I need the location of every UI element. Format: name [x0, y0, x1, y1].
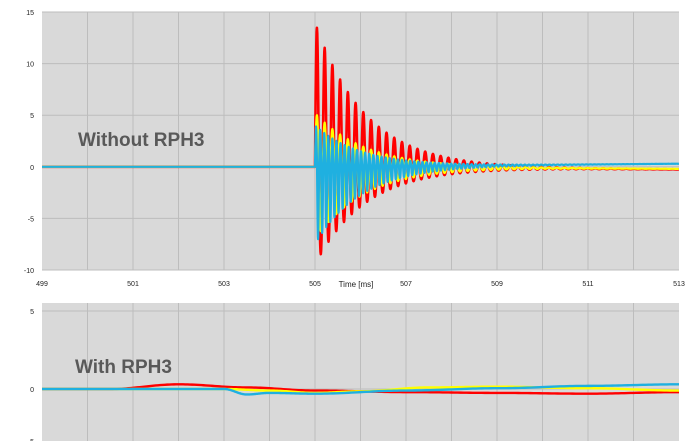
- x-tick-label: 509: [491, 281, 503, 288]
- series-line: [42, 383, 679, 396]
- x-axis-label: Time [ms]: [339, 280, 374, 289]
- y-tick-label: 0: [30, 387, 34, 394]
- series-group-top: [42, 26, 680, 256]
- x-tick-labels-top: 499 501 503 505 507 509 511 513: [36, 281, 685, 288]
- y-tick-label: -5: [28, 216, 34, 223]
- gridlines-top: [42, 11, 679, 271]
- y-tick-label: 0: [30, 165, 34, 172]
- x-tick-label: 507: [400, 281, 412, 288]
- x-tick-label: 511: [582, 281, 593, 288]
- y-tick-label: 5: [30, 113, 34, 120]
- series-group-bottom: [42, 383, 680, 396]
- x-tick-label: 501: [127, 281, 139, 288]
- chart-with-rph3: 505 With RPH3: [30, 303, 680, 446]
- series-line: [42, 125, 680, 241]
- y-tick-labels-top: 15 10 5 0 -5 -10: [24, 10, 34, 275]
- annotation-with-rph3: With RPH3: [75, 357, 172, 378]
- x-tick-label: 513: [673, 281, 685, 288]
- annotation-without-rph3: Without RPH3: [78, 130, 204, 151]
- y-tick-labels-bottom: 505: [30, 309, 34, 446]
- x-tick-label: 505: [309, 281, 321, 288]
- x-tick-label: 499: [36, 281, 48, 288]
- y-tick-label: 10: [26, 62, 34, 69]
- chart-without-rph3: 15 10 5 0 -5 -10 499 501 503 505 507 509 511 513 Tim…: [24, 10, 685, 289]
- y-tick-label: 5: [30, 309, 34, 316]
- y-tick-label: -10: [24, 268, 34, 275]
- x-tick-label: 503: [218, 281, 230, 288]
- y-tick-label: 15: [26, 10, 34, 17]
